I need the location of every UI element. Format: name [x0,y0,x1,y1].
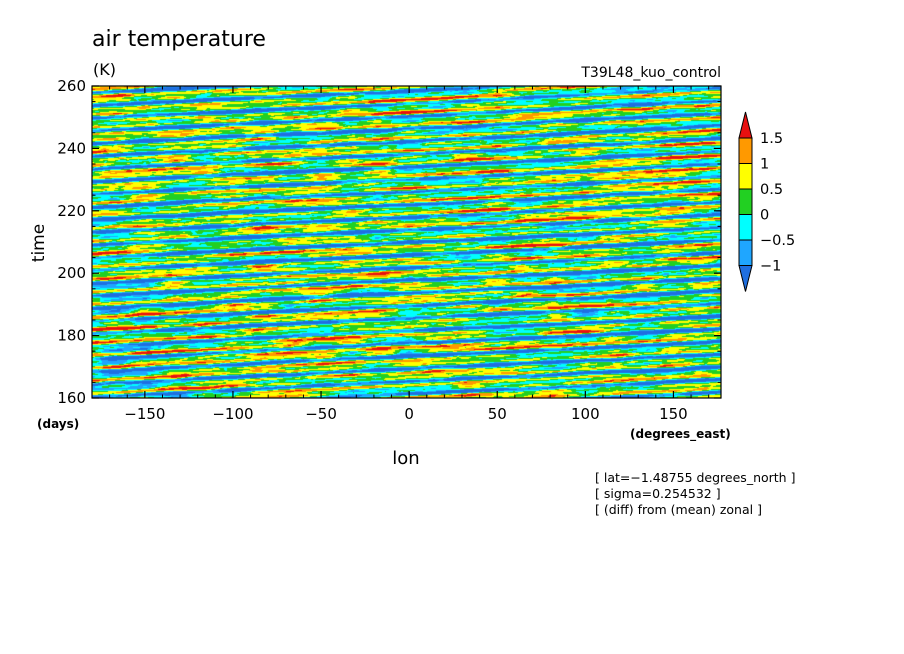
temperature-field [92,86,721,398]
annotation-sigma: [ sigma=0.254532 ] [595,486,721,501]
colorbar-box [738,188,753,215]
x-tick-label: −100 [212,405,253,423]
colorbar-box [738,239,753,266]
annotation-diff: [ (diff) from (mean) zonal ] [595,502,762,517]
y-axis-label: time [29,224,49,262]
y-tick-label: 240 [57,139,86,157]
y-tick-label: 220 [57,202,86,220]
x-tick-label: 100 [571,405,600,423]
colorbar-label: −0.5 [760,233,795,249]
colorbar-label: 0 [760,208,769,224]
colorbar-label: 1 [760,157,769,173]
colorbar-bottom-arrow [738,265,753,292]
y-tick-label: 160 [57,389,86,407]
run-label: T39L48_kuo_control [580,65,721,81]
colorbar-label: 0.5 [760,182,783,198]
field-image [92,86,721,398]
colorbar-box [738,137,753,164]
x-tick-label: −150 [124,405,165,423]
colorbar-box [738,214,753,241]
y-tick-label: 200 [57,264,86,282]
x-axis-label: lon [392,448,419,469]
x-tick-label: 150 [659,405,688,423]
chart-title: air temperature [92,27,266,52]
units-label: (K) [93,60,116,79]
x-tick-label: 0 [404,405,414,423]
colorbar: −1 −0.5 0 0.5 1 1.5 [738,111,795,292]
y-tick-label: 180 [57,327,86,345]
axis-ticks: −150 −100 −50 0 50 100 150 160 180 200 220 240 260 [57,77,721,423]
colorbar-label: −1 [760,259,781,275]
x-tick-label: −50 [305,405,337,423]
colorbar-top-arrow [738,111,753,139]
annotation-lat: [ lat=−1.48755 degrees_north ] [595,470,795,485]
y-units-label: (days) [37,417,79,431]
x-tick-label: 50 [488,405,507,423]
plot-frame [91,85,722,399]
colorbar-label: 1.5 [760,131,783,147]
y-tick-label: 260 [57,77,86,95]
colorbar-box [738,163,753,190]
x-units-label: (degrees_east) [630,427,731,442]
